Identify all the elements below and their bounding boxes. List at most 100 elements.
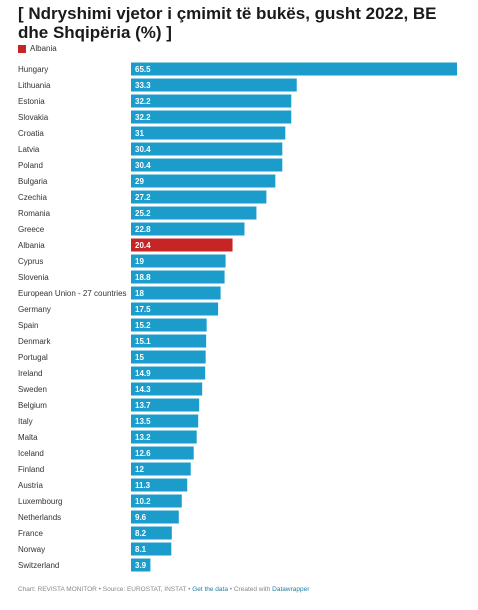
get-data-link[interactable]: Get the data xyxy=(192,586,228,593)
bar-iceland xyxy=(131,446,194,460)
value-label-iceland: 12.6 xyxy=(135,449,151,458)
value-label-belgium: 13.7 xyxy=(135,401,151,410)
value-label-lithuania: 33.3 xyxy=(135,81,151,90)
category-label-european-union-27-countries: European Union - 27 countries xyxy=(18,289,127,298)
bar-finland xyxy=(131,462,191,476)
category-label-spain: Spain xyxy=(18,321,38,330)
category-label-slovakia: Slovakia xyxy=(18,113,49,122)
category-label-luxembourg: Luxembourg xyxy=(18,497,62,506)
category-label-sweden: Sweden xyxy=(18,385,47,394)
bar-bulgaria xyxy=(131,174,276,188)
value-label-norway: 8.1 xyxy=(135,545,147,554)
value-label-european-union-27-countries: 18 xyxy=(135,289,144,298)
value-label-romania: 25.2 xyxy=(135,209,151,218)
value-label-czechia: 27.2 xyxy=(135,193,151,202)
value-label-cyprus: 19 xyxy=(135,257,144,266)
bar-austria xyxy=(131,478,188,492)
datawrapper-link[interactable]: Datawrapper xyxy=(272,586,310,593)
category-label-denmark: Denmark xyxy=(18,337,51,346)
category-label-france: France xyxy=(18,529,43,538)
value-label-hungary: 65.5 xyxy=(135,65,151,74)
bar-germany xyxy=(131,302,219,316)
legend-swatch-albania xyxy=(18,44,26,53)
value-label-sweden: 14.3 xyxy=(135,385,151,394)
category-label-finland: Finland xyxy=(18,465,44,474)
bar-albania xyxy=(131,238,233,252)
bar-sweden xyxy=(131,382,203,396)
value-label-netherlands: 9.6 xyxy=(135,513,147,522)
bar-portugal xyxy=(131,350,206,364)
category-label-netherlands: Netherlands xyxy=(18,513,61,522)
value-label-malta: 13.2 xyxy=(135,433,151,442)
category-label-slovenia: Slovenia xyxy=(18,273,49,282)
bar-denmark xyxy=(131,334,207,348)
category-label-malta: Malta xyxy=(18,433,38,442)
category-label-czechia: Czechia xyxy=(18,193,47,202)
category-label-ireland: Ireland xyxy=(18,369,42,378)
value-label-slovakia: 32.2 xyxy=(135,113,151,122)
category-label-hungary: Hungary xyxy=(18,65,48,74)
value-label-bulgaria: 29 xyxy=(135,177,144,186)
chart-title: [ Ndryshimi vjetor i çmimit të bukës, gu… xyxy=(18,4,437,42)
value-label-greece: 22.8 xyxy=(135,225,151,234)
bar-luxembourg xyxy=(131,494,182,508)
bar-czechia xyxy=(131,190,267,204)
bar-ireland xyxy=(131,366,206,380)
category-label-romania: Romania xyxy=(18,209,51,218)
category-label-norway: Norway xyxy=(18,545,45,554)
value-label-france: 8.2 xyxy=(135,529,147,538)
category-label-croatia: Croatia xyxy=(18,129,44,138)
category-label-albania: Albania xyxy=(18,241,45,250)
value-label-austria: 11.3 xyxy=(135,481,151,490)
value-label-finland: 12 xyxy=(135,465,144,474)
footer-created-with: • Created with xyxy=(227,586,273,593)
value-label-latvia: 30.4 xyxy=(135,145,151,154)
value-label-portugal: 15 xyxy=(135,353,144,362)
category-label-iceland: Iceland xyxy=(18,449,44,458)
legend-label: Albania xyxy=(30,44,57,53)
bar-belgium xyxy=(131,398,200,412)
value-label-spain: 15.2 xyxy=(135,321,151,330)
bar-france xyxy=(131,526,172,540)
value-label-denmark: 15.1 xyxy=(135,337,151,346)
bar-lithuania xyxy=(131,78,297,92)
category-label-greece: Greece xyxy=(18,225,45,234)
bar-poland xyxy=(131,158,283,172)
chart-footer: Chart: REVISTA MONITOR • Source: EUROSTA… xyxy=(18,586,309,593)
category-label-lithuania: Lithuania xyxy=(18,81,51,90)
bar-malta xyxy=(131,430,197,444)
value-label-slovenia: 18.8 xyxy=(135,273,151,282)
bar-spain xyxy=(131,318,207,332)
bar-norway xyxy=(131,542,172,556)
category-label-italy: Italy xyxy=(18,417,33,426)
bar-greece xyxy=(131,222,245,236)
bar-italy xyxy=(131,414,199,428)
category-label-estonia: Estonia xyxy=(18,97,45,106)
category-label-switzerland: Switzerland xyxy=(18,561,59,570)
category-label-austria: Austria xyxy=(18,481,43,490)
category-label-germany: Germany xyxy=(18,305,51,314)
category-label-bulgaria: Bulgaria xyxy=(18,177,48,186)
value-label-switzerland: 3.9 xyxy=(135,561,147,570)
legend: Albania xyxy=(18,44,57,53)
bar-croatia xyxy=(131,126,286,140)
value-label-germany: 17.5 xyxy=(135,305,151,314)
category-label-belgium: Belgium xyxy=(18,401,47,410)
value-label-luxembourg: 10.2 xyxy=(135,497,151,506)
bar-switzerland xyxy=(131,558,151,572)
bar-slovenia xyxy=(131,270,225,284)
bar-latvia xyxy=(131,142,283,156)
value-label-croatia: 31 xyxy=(135,129,144,138)
value-label-estonia: 32.2 xyxy=(135,97,151,106)
footer-credit: Chart: REVISTA MONITOR • Source: EUROSTA… xyxy=(18,586,193,593)
category-label-latvia: Latvia xyxy=(18,145,40,154)
value-label-albania: 20.4 xyxy=(135,241,151,250)
category-label-portugal: Portugal xyxy=(18,353,48,362)
value-label-poland: 30.4 xyxy=(135,161,151,170)
value-label-italy: 13.5 xyxy=(135,417,151,426)
bar-cyprus xyxy=(131,254,226,268)
bar-european-union-27-countries xyxy=(131,286,221,300)
bar-romania xyxy=(131,206,257,220)
category-label-poland: Poland xyxy=(18,161,43,170)
